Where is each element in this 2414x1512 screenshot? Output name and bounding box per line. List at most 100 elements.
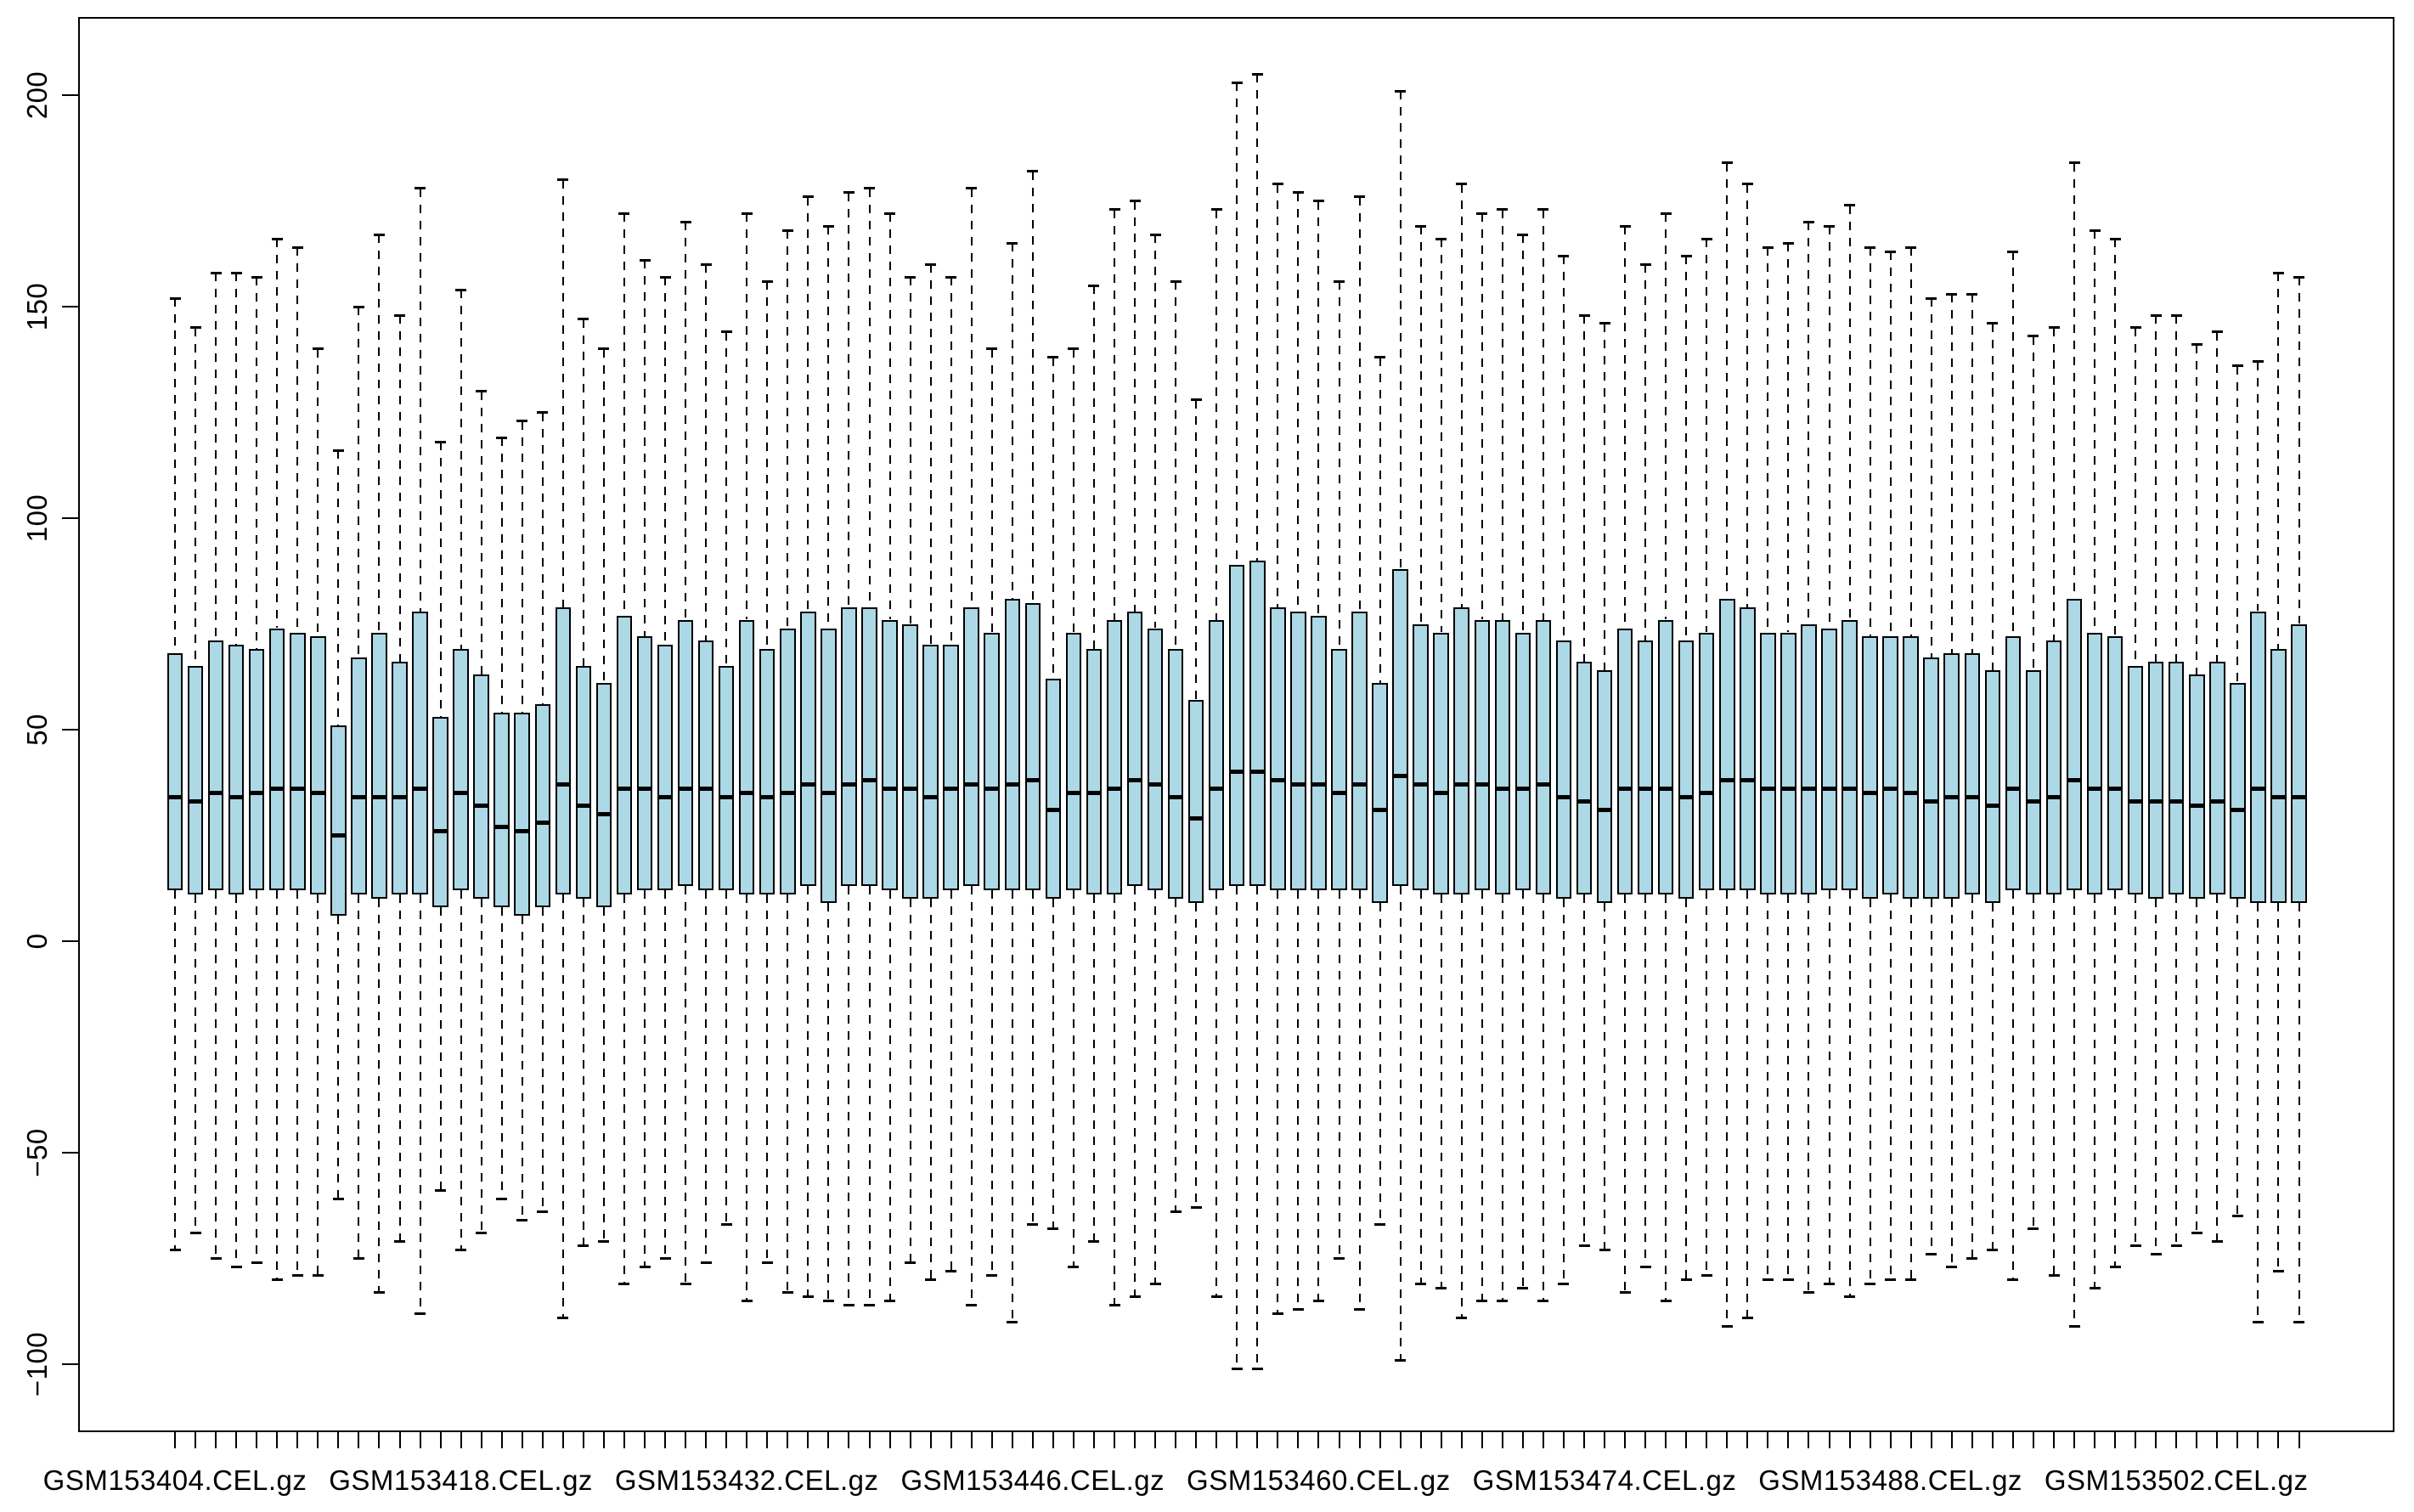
x-tick <box>1991 1432 1994 1448</box>
lower-whisker-cap <box>435 1189 447 1193</box>
median-line <box>412 787 428 792</box>
x-tick <box>1685 1432 1688 1448</box>
plot-area-border <box>78 17 2394 1432</box>
lower-whisker <box>1501 894 1503 1301</box>
lower-whisker <box>705 890 708 1263</box>
upper-whisker <box>2114 239 2117 637</box>
box-iqr <box>1903 636 1919 900</box>
x-tick <box>1706 1432 1708 1448</box>
box-iqr <box>841 606 857 887</box>
median-line <box>1453 782 1469 787</box>
x-tick <box>1175 1432 1177 1448</box>
upper-whisker <box>1685 256 1688 641</box>
lower-whisker-cap <box>332 1198 344 1201</box>
lower-whisker <box>358 894 360 1259</box>
upper-whisker <box>1562 256 1565 641</box>
lower-whisker-cap <box>1701 1273 1712 1277</box>
x-tick <box>1419 1432 1422 1448</box>
median-line <box>1984 804 2001 809</box>
x-tick-label: GSM153502.CEL.gz <box>2044 1464 2309 1496</box>
upper-whisker <box>1542 209 1544 620</box>
lower-whisker-cap <box>2150 1253 2162 1255</box>
box-iqr <box>1862 636 1878 900</box>
upper-whisker-cap <box>251 275 262 279</box>
upper-whisker <box>2094 230 2095 633</box>
lower-whisker <box>1215 890 1218 1297</box>
median-line <box>1698 791 1715 796</box>
lower-whisker <box>561 894 564 1318</box>
upper-whisker <box>1175 281 1177 650</box>
x-tick <box>1971 1432 1973 1448</box>
lower-whisker <box>1726 890 1729 1327</box>
lower-whisker <box>685 886 687 1284</box>
upper-whisker <box>1869 247 1871 637</box>
lower-whisker <box>337 916 340 1199</box>
upper-whisker <box>561 179 564 607</box>
upper-whisker-cap <box>476 390 488 393</box>
upper-whisker <box>2216 331 2219 663</box>
median-line <box>1719 778 1735 783</box>
upper-whisker <box>1521 234 1524 633</box>
lower-whisker-cap <box>1068 1266 1080 1268</box>
upper-whisker-cap <box>1782 241 1794 245</box>
lower-whisker-cap <box>1660 1299 1672 1302</box>
x-tick <box>174 1432 176 1448</box>
upper-whisker-cap <box>373 233 385 236</box>
median-line <box>187 799 204 804</box>
upper-whisker-cap <box>1312 200 1324 202</box>
upper-whisker-cap <box>1088 284 1100 287</box>
upper-whisker <box>1154 234 1157 629</box>
lower-whisker <box>1685 899 1688 1280</box>
box-iqr <box>902 623 918 900</box>
upper-whisker-cap <box>781 228 793 232</box>
lower-whisker-cap <box>1476 1299 1488 1302</box>
x-tick-label: GSM153446.CEL.gz <box>900 1464 1165 1496</box>
lower-whisker-cap <box>618 1282 630 1285</box>
box-iqr <box>2270 649 2287 904</box>
upper-whisker <box>1787 243 1790 633</box>
median-line <box>1045 808 1062 813</box>
upper-whisker <box>644 260 646 637</box>
lower-whisker <box>1869 899 1871 1284</box>
y-tick <box>62 729 78 731</box>
y-tick <box>62 306 78 307</box>
lower-whisker <box>1542 894 1544 1301</box>
lower-whisker-cap <box>230 1266 242 1268</box>
upper-whisker-cap <box>312 347 324 351</box>
box-iqr <box>1413 623 1429 891</box>
x-tick <box>1338 1432 1340 1448</box>
lower-whisker <box>1481 890 1483 1301</box>
median-line <box>1311 782 1327 787</box>
x-tick <box>317 1432 319 1448</box>
upper-whisker-cap <box>210 271 222 274</box>
upper-whisker <box>337 450 340 725</box>
box-iqr <box>1453 606 1469 895</box>
median-line <box>1780 787 1796 792</box>
median-line <box>494 825 510 829</box>
y-tick-label-text: 0 <box>21 933 53 950</box>
x-tick <box>1379 1432 1381 1448</box>
x-tick <box>1092 1432 1095 1448</box>
lower-whisker <box>1604 903 1605 1250</box>
lower-whisker-cap <box>1824 1282 1835 1285</box>
upper-whisker <box>1767 247 1769 633</box>
upper-whisker <box>358 307 360 658</box>
box-iqr <box>821 628 837 904</box>
x-tick <box>929 1432 932 1448</box>
x-tick <box>1297 1432 1300 1448</box>
median-line <box>207 791 224 796</box>
upper-whisker <box>685 222 687 620</box>
lower-whisker <box>602 907 605 1242</box>
median-line <box>1331 791 1347 796</box>
box-iqr <box>268 628 285 891</box>
median-line <box>228 795 245 800</box>
median-line <box>759 795 776 800</box>
upper-whisker-cap <box>1334 279 1345 283</box>
lower-whisker <box>1236 886 1238 1368</box>
upper-whisker <box>1317 200 1320 616</box>
lower-whisker-cap <box>2129 1244 2141 1248</box>
upper-whisker-cap <box>1210 208 1222 211</box>
lower-whisker-cap <box>1190 1206 1202 1210</box>
x-tick <box>460 1432 462 1448</box>
upper-whisker-cap <box>1844 204 1855 206</box>
